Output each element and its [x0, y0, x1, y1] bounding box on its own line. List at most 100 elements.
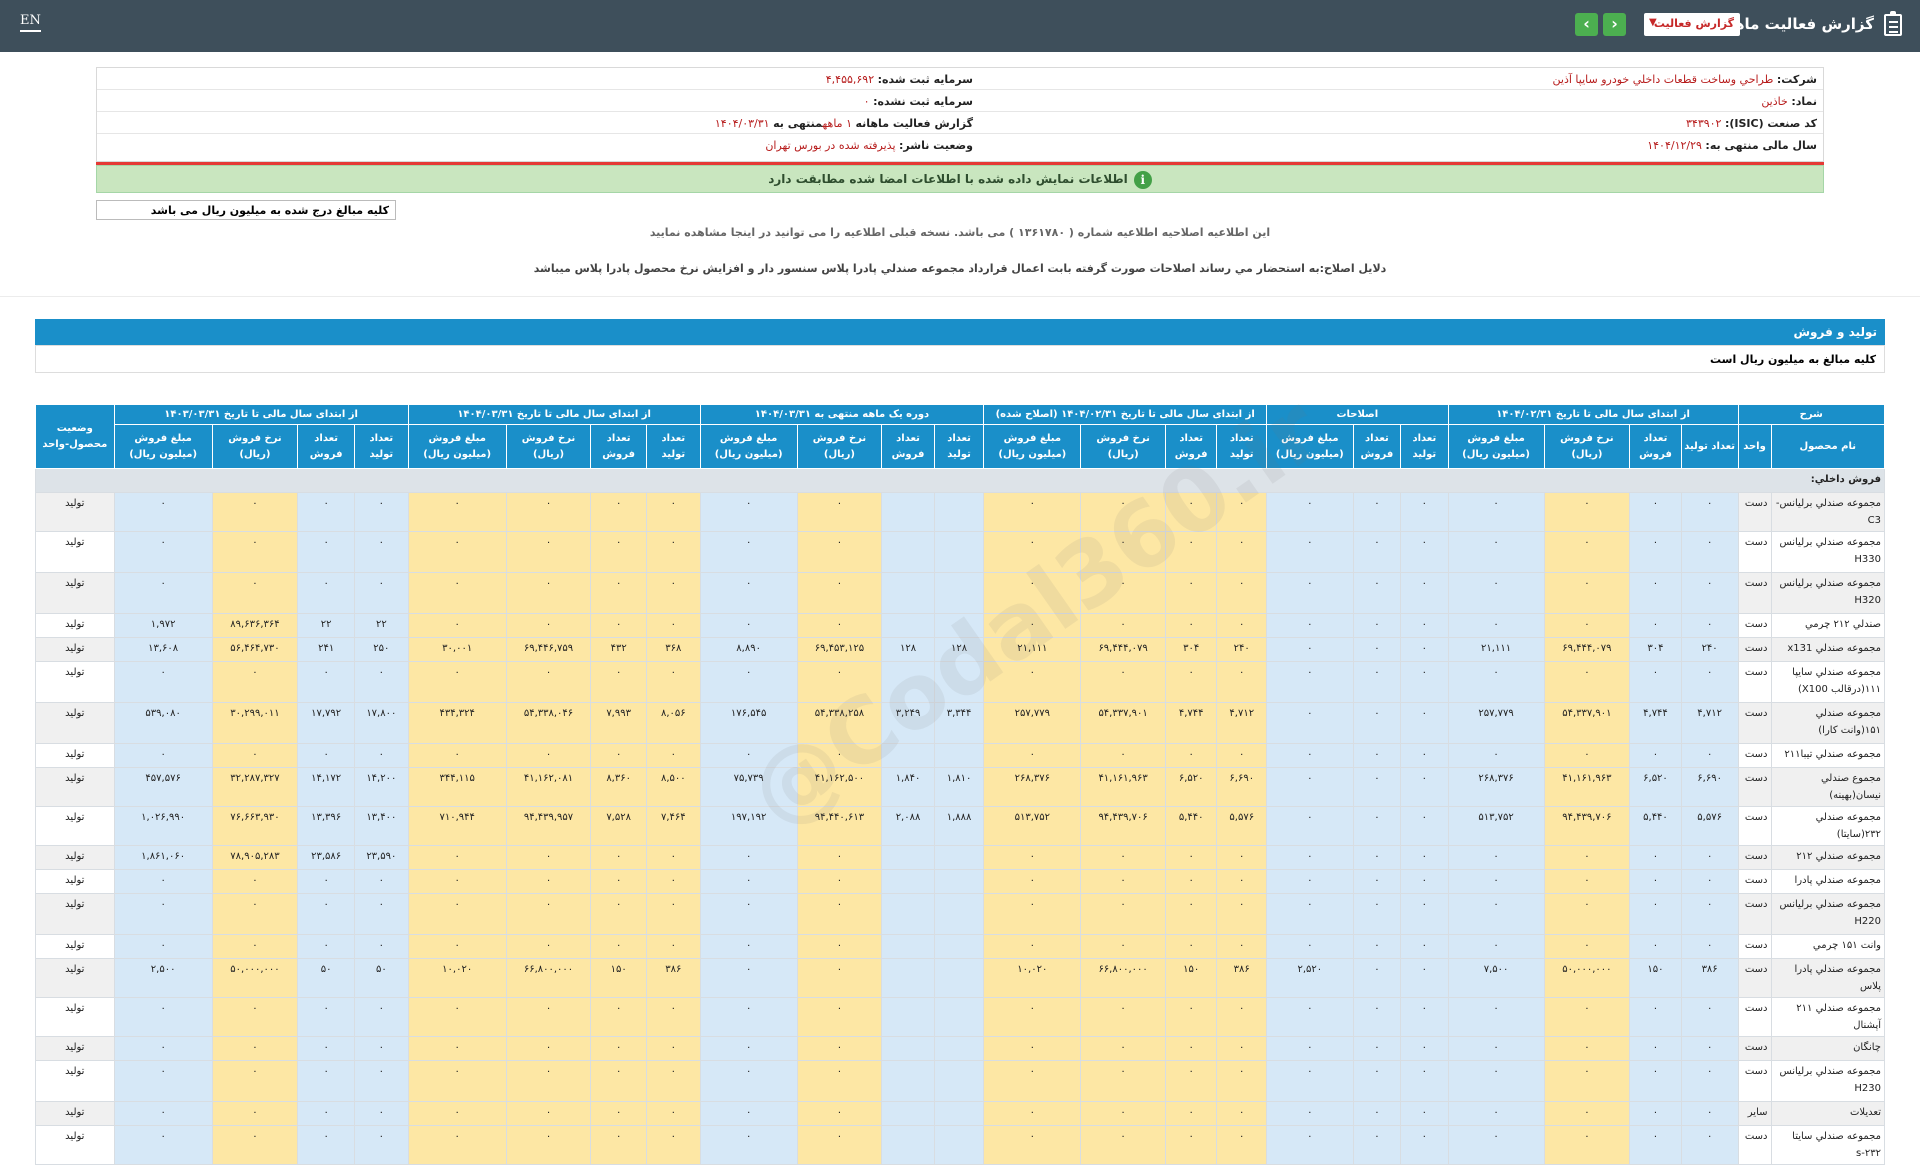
table-cell: ۰	[354, 492, 409, 532]
table-cell: ۰	[1400, 572, 1449, 614]
table-cell: ۲۴۱	[297, 637, 356, 662]
col-group-header: از ابتدای سال مالی تا تاریخ ۱۴۰۳/۰۳/۳۱	[113, 404, 409, 425]
report-type-select[interactable]: گزارش فعالیت ▼	[1644, 13, 1740, 36]
column-header: تعداد فروش	[881, 424, 935, 469]
table-cell: ۰	[505, 572, 592, 614]
product-unit: دست	[1737, 869, 1772, 894]
table-cell: ۵۰	[297, 958, 356, 998]
table-cell: ۰	[983, 1101, 1082, 1126]
table-cell: ۰	[699, 613, 798, 638]
table-cell: ۰	[1629, 1036, 1682, 1061]
table-cell: ۰	[1543, 492, 1631, 532]
table-cell: ۰	[1400, 661, 1449, 703]
table-cell: ۰	[1543, 1101, 1631, 1126]
table-cell: ۰	[983, 1125, 1082, 1165]
table-cell: ۰	[211, 1036, 299, 1061]
table-cell: ۷,۵۰۰	[1447, 958, 1545, 998]
previous-button[interactable]: ‹	[1575, 13, 1598, 36]
table-cell: ۴۳۴,۳۲۴	[407, 702, 507, 744]
info-row: سال مالی منتهی به: ۱۴۰۴/۱۲/۲۹ وضعیت ناشر…	[97, 134, 1823, 156]
product-name: مجموعه صندلي ۱۵۱(وانت كارا)	[1770, 702, 1886, 744]
table-cell: ۲۶۸,۳۷۶	[983, 767, 1082, 807]
table-cell: ۰	[1680, 1036, 1739, 1061]
table-cell: ۰	[699, 531, 798, 573]
table-cell: ۰	[1164, 613, 1218, 638]
table-cell	[933, 1060, 985, 1102]
column-header: نرخ فروش (ریال)	[505, 424, 592, 469]
table-row: مجموعه صندلي تيبا۲۱۱ دست ۰ ۰ ۰ ۰ ۰ ۰ ۰ ۰ ۰ ۰ ۰ ۰ ۰ ۰ ۰ ۰ ۰…	[35, 743, 1886, 768]
table-cell: ۰	[113, 934, 213, 959]
table-cell: ۶۹,۴۵۳,۱۲۵	[796, 637, 883, 662]
table-row: وانت ۱۵۱ چرمي دست ۰ ۰ ۰ ۰ ۰ ۰ ۰ ۰ ۰ ۰ ۰ ۰ ۰ ۰ ۰ ۰ ۰ ۰ ۰ ۰ ۰ تول…	[35, 934, 1886, 959]
table-cell: ۰	[113, 743, 213, 768]
table-cell: ۰	[1352, 997, 1402, 1037]
table-cell: ۰	[1164, 845, 1218, 870]
table-cell: ۰	[983, 572, 1082, 614]
table-cell: ۰	[113, 1036, 213, 1061]
table-cell: ۰	[1680, 845, 1739, 870]
product-status: تولید	[35, 806, 115, 846]
next-button[interactable]: ›	[1603, 13, 1626, 36]
product-unit: دست	[1737, 572, 1772, 614]
table-cell: ۰	[1543, 743, 1631, 768]
table-cell: ۰	[1680, 893, 1739, 935]
divider-line	[96, 162, 1824, 165]
table-cell: ۰	[1543, 1036, 1631, 1061]
chevron-left-icon: ‹	[1583, 14, 1590, 33]
table-cell: ۱,۸۴۰	[881, 767, 935, 807]
table-cell: ۱۳,۳۹۶	[297, 806, 356, 846]
table-cell: ۰	[297, 1125, 356, 1165]
table-cell: ۰	[505, 1101, 592, 1126]
table-cell: ۰	[505, 997, 592, 1037]
table-cell: ۰	[1680, 492, 1739, 532]
table-cell: ۰	[1543, 531, 1631, 573]
table-cell: ۸,۳۶۰	[590, 767, 647, 807]
col-group-header: دوره یک ماهه منتهی به ۱۴۰۴/۰۳/۳۱	[699, 404, 985, 425]
table-cell: ۴,۷۴۴	[1629, 702, 1682, 744]
table-cell: ۰	[1216, 492, 1267, 532]
column-header: مبلغ فروش (میلیون ریال)	[699, 424, 798, 469]
product-unit: دست	[1737, 1125, 1772, 1165]
table-cell: ۰	[1352, 1060, 1402, 1102]
table-cell: ۰	[407, 997, 507, 1037]
table-row: مجموعه صندلي پادرا دست ۰ ۰ ۰ ۰ ۰ ۰ ۰ ۰ ۰ ۰ ۰ ۰ ۰ ۰ ۰ ۰ ۰ ۰ ۰…	[35, 869, 1886, 894]
language-switch[interactable]: EN	[20, 13, 41, 32]
table-cell: ۰	[407, 934, 507, 959]
column-header: تعداد فروش	[1164, 424, 1218, 469]
table-cell: ۳۰,۰۰۱	[407, 637, 507, 662]
table-cell: ۰	[505, 743, 592, 768]
table-cell: ۰	[796, 1101, 883, 1126]
table-cell	[881, 1036, 935, 1061]
table-row: مجموعه صندلي سايپا ۱۱۱(درقالب X100) دست ۰ ۰…	[35, 661, 1886, 703]
table-cell: ۵۴,۳۳۸,۲۵۸	[796, 702, 883, 744]
table-cell: ۰	[796, 1036, 883, 1061]
table-cell: ۵۰,۰۰۰,۰۰۰	[211, 958, 299, 998]
table-cell: ۱۰,۰۲۰	[407, 958, 507, 998]
table-cell: ۰	[646, 1060, 701, 1102]
table-cell: ۱۴,۱۷۲	[297, 767, 356, 807]
table-cell: ۰	[1266, 1125, 1354, 1165]
table-row: مجموعه صندلي ۲۱۲ دست ۰ ۰ ۰ ۰ ۰ ۰ ۰ ۰ ۰ ۰ ۰ ۰ ۰ ۰ ۰ ۰ ۰ ۲۳,۵…	[35, 845, 1886, 870]
table-cell: ۰	[1447, 661, 1545, 703]
table-cell: ۰	[796, 958, 883, 998]
table-cell: ۰	[1400, 893, 1449, 935]
table-cell	[881, 934, 935, 959]
table-cell: ۵۴,۳۳۸,۰۴۶	[505, 702, 592, 744]
column-header: تعداد تولید	[1680, 424, 1739, 469]
table-cell: ۰	[1543, 661, 1631, 703]
company-name: طراحي وساخت قطعات داخلي خودرو سايپا آذين	[1552, 73, 1774, 86]
table-cell: ۰	[1080, 869, 1166, 894]
table-cell: ۰	[1080, 1060, 1166, 1102]
column-header: مبلغ فروش (میلیون ریال)	[1266, 424, 1354, 469]
isic-code: ۳۴۳۹۰۲	[1686, 117, 1722, 130]
table-cell: ۰	[211, 531, 299, 573]
table-cell: ۱۳,۴۰۰	[354, 806, 409, 846]
product-unit: دست	[1737, 767, 1772, 807]
table-cell: ۵۴,۳۳۷,۹۰۱	[1543, 702, 1631, 744]
table-cell: ۰	[1447, 1060, 1545, 1102]
table-cell: ۳,۲۴۹	[881, 702, 935, 744]
correction-notice[interactable]: این اطلاعیه اصلاحیه اطلاعیه شماره ( ۱۳۶۱…	[649, 226, 1271, 239]
column-header: نرخ فروش (ریال)	[1543, 424, 1631, 469]
table-cell: ۶,۵۲۰	[1629, 767, 1682, 807]
product-name: چانگان	[1770, 1036, 1886, 1061]
